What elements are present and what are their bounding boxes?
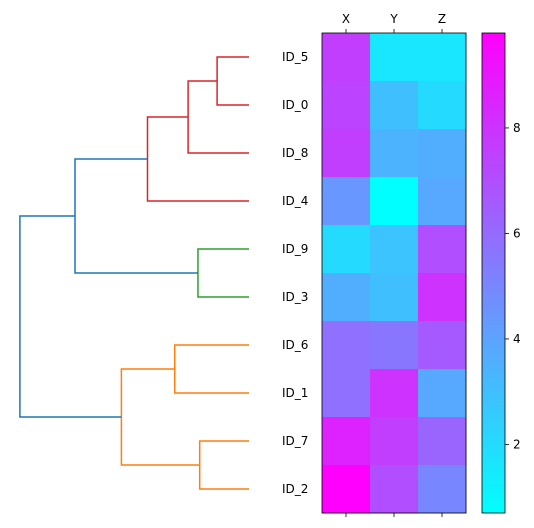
heatmap-cell-ID_2-X xyxy=(322,465,371,514)
heatmap-cell-ID_7-Y xyxy=(370,417,419,466)
row-label: ID_2 xyxy=(282,482,308,496)
colorbar-tick-label: 2 xyxy=(513,437,521,451)
heatmap-cell-ID_3-Y xyxy=(370,273,419,322)
dendrogram-link xyxy=(197,248,249,298)
heatmap-cell-ID_9-Y xyxy=(370,225,419,274)
heatmap-cell-ID_2-Y xyxy=(370,465,419,514)
heatmap-cell-ID_3-X xyxy=(322,273,371,322)
column-label: Z xyxy=(438,12,446,26)
heatmap-cell-ID_9-X xyxy=(322,225,371,274)
row-label: ID_0 xyxy=(282,98,308,112)
heatmap-cell-ID_0-Z xyxy=(418,81,467,130)
dendrogram-link xyxy=(120,368,200,466)
heatmap-cell-ID_0-Y xyxy=(370,81,419,130)
heatmap-cell-ID_5-Z xyxy=(418,33,467,82)
dendrogram-link xyxy=(74,158,198,274)
heatmap-cell-ID_8-Z xyxy=(418,129,467,178)
heatmap-grid xyxy=(321,32,467,514)
heatmap-cell-ID_2-Z xyxy=(418,465,467,514)
row-label: ID_7 xyxy=(282,434,308,448)
dendrogram-link xyxy=(187,80,249,154)
column-label: X xyxy=(342,12,350,26)
row-label: ID_6 xyxy=(282,338,308,352)
colorbar-gradient xyxy=(481,32,506,514)
dendrogram-link xyxy=(146,116,249,202)
row-label: ID_3 xyxy=(282,290,308,304)
heatmap-cell-ID_1-Z xyxy=(418,369,467,418)
column-labels: X Y Z xyxy=(342,12,446,517)
heatmap-cell-ID_4-Y xyxy=(370,177,419,226)
row-label: ID_9 xyxy=(282,242,308,256)
dendrogram xyxy=(19,56,249,490)
row-label: ID_8 xyxy=(282,146,308,160)
heatmap-cell-ID_7-Z xyxy=(418,417,467,466)
heatmap-cell-ID_6-Y xyxy=(370,321,419,370)
heatmap-cell-ID_5-Y xyxy=(370,33,419,82)
heatmap-cell-ID_3-Z xyxy=(418,273,467,322)
heatmap-cell-ID_7-X xyxy=(322,417,371,466)
heatmap-cell-ID_5-X xyxy=(322,33,371,82)
heatmap-cell-ID_8-X xyxy=(322,129,371,178)
heatmap-cell-ID_9-Z xyxy=(418,225,467,274)
dendrogram-link xyxy=(174,344,249,394)
heatmap-cell-ID_8-Y xyxy=(370,129,419,178)
colorbar-tick-label: 4 xyxy=(513,332,521,346)
heatmap-cell-ID_1-X xyxy=(322,369,371,418)
heatmap-cell-ID_6-Z xyxy=(418,321,467,370)
heatmap-cell-ID_1-Y xyxy=(370,369,419,418)
row-labels: ID_5 ID_0 ID_8 ID_4 ID_9 ID_3 ID_6 ID_1 ID_7 ID_2 xyxy=(282,50,308,496)
dendrogram-link xyxy=(19,215,122,418)
row-label: ID_5 xyxy=(282,50,308,64)
row-label: ID_4 xyxy=(282,194,308,208)
heatmap-cell-ID_4-X xyxy=(322,177,371,226)
colorbar-tick-label: 8 xyxy=(513,121,521,135)
column-label: Y xyxy=(389,12,398,26)
colorbar-tick-label: 6 xyxy=(513,226,521,240)
dendrogram-link xyxy=(198,440,249,490)
heatmap-cell-ID_6-X xyxy=(322,321,371,370)
dendrogram-link xyxy=(216,56,249,106)
row-label: ID_1 xyxy=(282,386,308,400)
heatmap-cell-ID_4-Z xyxy=(418,177,467,226)
colorbar: 2 4 6 8 xyxy=(481,32,521,514)
heatmap-cell-ID_0-X xyxy=(322,81,371,130)
